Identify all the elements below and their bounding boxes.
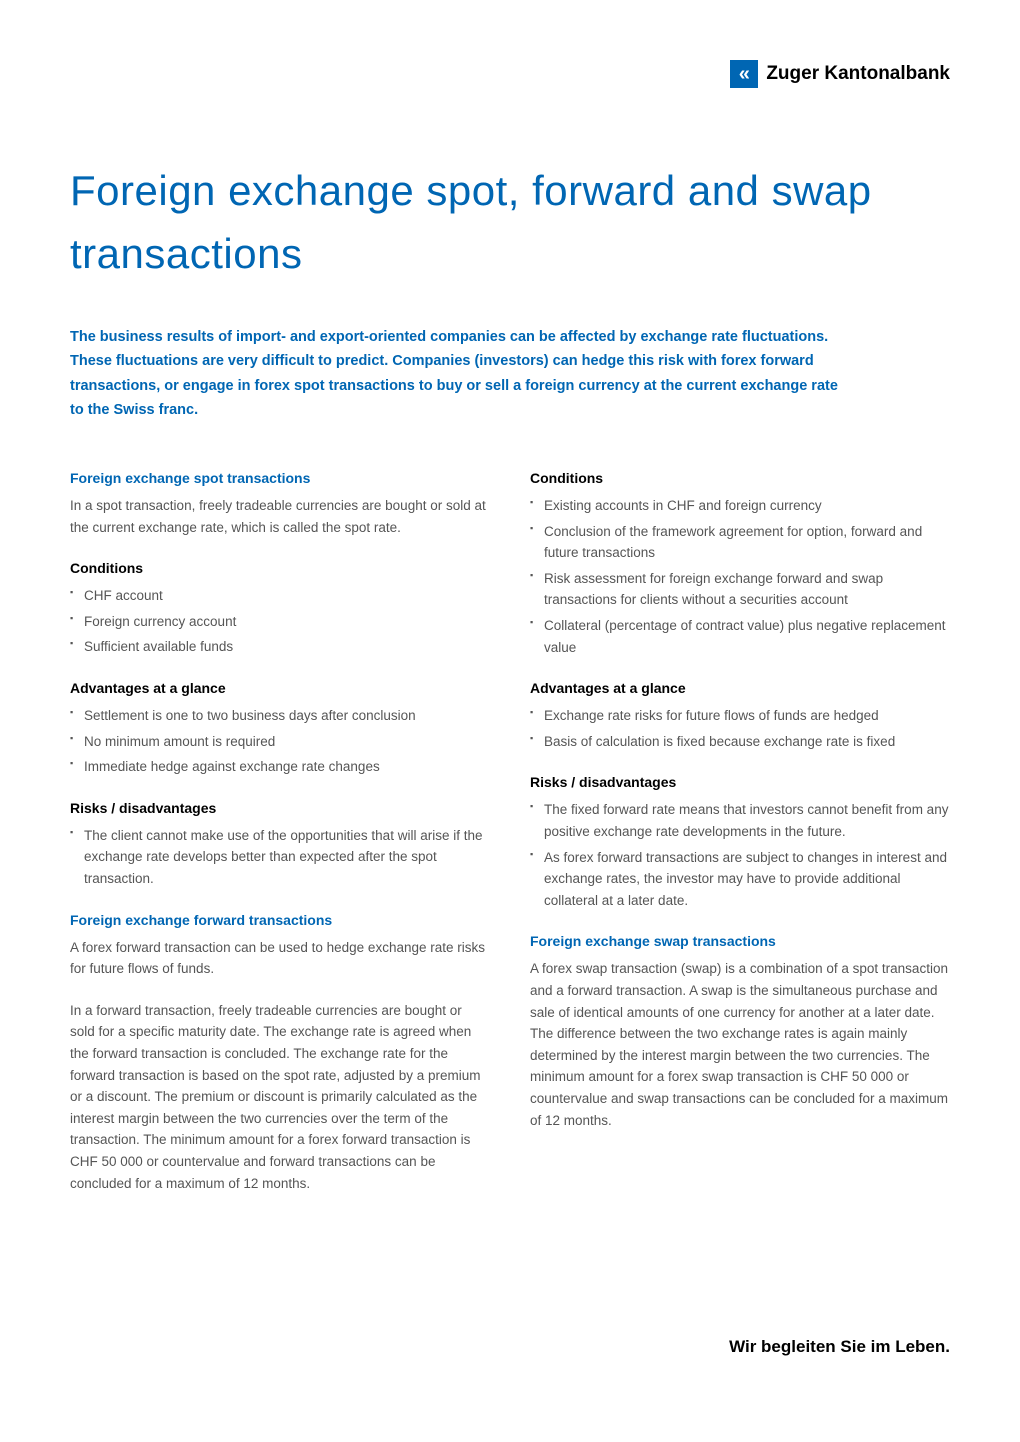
footer-tagline: Wir begleiten Sie im Leben. [70,1334,950,1360]
list-item: Immediate hedge against exchange rate ch… [70,756,490,778]
left-conditions-list: CHF account Foreign currency account Suf… [70,585,490,658]
left-risks-list: The client cannot make use of the opport… [70,825,490,890]
list-item: The client cannot make use of the opport… [70,825,490,890]
list-item: Existing accounts in CHF and foreign cur… [530,495,950,517]
brand-name: Zuger Kantonalbank [766,60,950,89]
forward-heading: Foreign exchange forward transactions [70,910,490,931]
right-risks-list: The fixed forward rate means that invest… [530,799,950,911]
list-item: Sufficient available funds [70,636,490,658]
list-item: As forex forward transactions are subjec… [530,847,950,912]
list-item: No minimum amount is required [70,731,490,753]
logo-glyph: « [739,59,750,89]
right-column: Conditions Existing accounts in CHF and … [530,468,950,1214]
logo-icon: « [730,60,758,88]
spot-body: In a spot transaction, freely tradeable … [70,495,490,538]
spot-heading: Foreign exchange spot transactions [70,468,490,489]
content-columns: Foreign exchange spot transactions In a … [70,468,950,1214]
header: « Zuger Kantonalbank [70,60,950,89]
left-column: Foreign exchange spot transactions In a … [70,468,490,1214]
right-conditions-heading: Conditions [530,468,950,489]
list-item: Foreign currency account [70,611,490,633]
list-item: Conclusion of the framework agreement fo… [530,521,950,564]
list-item: Basis of calculation is fixed because ex… [530,731,950,753]
left-risks-heading: Risks / disadvantages [70,798,490,819]
right-advantages-heading: Advantages at a glance [530,678,950,699]
right-advantages-list: Exchange rate risks for future flows of … [530,705,950,752]
list-item: The fixed forward rate means that invest… [530,799,950,842]
page-title: Foreign exchange spot, forward and swap … [70,159,950,285]
forward-body2: In a forward transaction, freely tradeab… [70,1000,490,1194]
right-risks-heading: Risks / disadvantages [530,772,950,793]
list-item: Collateral (percentage of contract value… [530,615,950,658]
left-advantages-heading: Advantages at a glance [70,678,490,699]
list-item: CHF account [70,585,490,607]
swap-heading: Foreign exchange swap transactions [530,931,950,952]
left-advantages-list: Settlement is one to two business days a… [70,705,490,778]
list-item: Risk assessment for foreign exchange for… [530,568,950,611]
list-item: Settlement is one to two business days a… [70,705,490,727]
swap-body: A forex swap transaction (swap) is a com… [530,958,950,1131]
intro-text: The business results of import- and expo… [70,325,850,424]
right-conditions-list: Existing accounts in CHF and foreign cur… [530,495,950,658]
list-item: Exchange rate risks for future flows of … [530,705,950,727]
forward-body1: A forex forward transaction can be used … [70,937,490,980]
left-conditions-heading: Conditions [70,558,490,579]
